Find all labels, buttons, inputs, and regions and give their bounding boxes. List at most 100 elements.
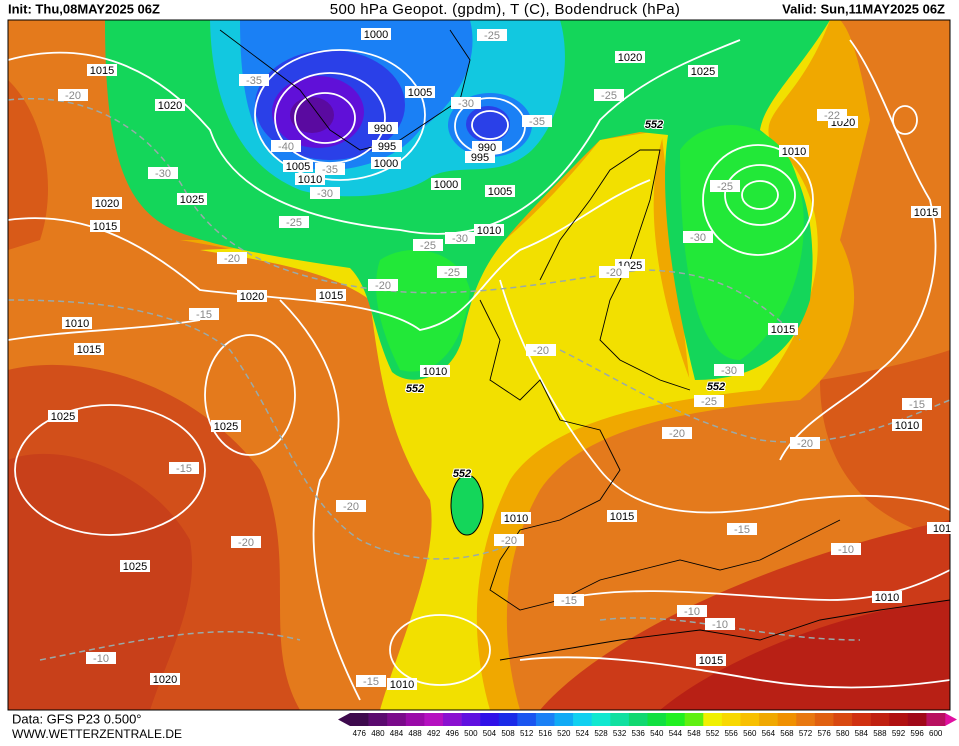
colorbar-swatch (424, 713, 444, 726)
pressure-label-box (150, 673, 180, 685)
temperature-label: -25 (444, 267, 460, 279)
pressure-label-box (211, 420, 241, 432)
temperature-label: -30 (155, 168, 171, 180)
pressure-label: 1010 (423, 366, 447, 378)
colorbar-swatch (461, 713, 481, 726)
pressure-label: 101 (933, 523, 951, 535)
temperature-label: -20 (65, 90, 81, 102)
colorbar-swatch (610, 713, 630, 726)
pressure-label-box (485, 185, 515, 197)
temperature-label-box (86, 652, 116, 664)
pressure-label-box (465, 151, 495, 163)
pressure-label-box (405, 86, 435, 98)
colorbar-tick-label: 576 (817, 729, 831, 738)
colorbar-swatch (907, 713, 927, 726)
colorbar-swatch (721, 713, 741, 726)
colorbar-tick-label: 488 (408, 729, 422, 738)
temperature-label-box (554, 594, 584, 606)
temperature-label: -10 (712, 619, 728, 631)
pressure-label-box (472, 141, 502, 153)
colorbar-swatch (368, 713, 388, 726)
temperature-label-box (336, 500, 366, 512)
colorbar-swatch (796, 713, 816, 726)
colorbar-swatch (777, 713, 797, 726)
colorbar-arrow-right (945, 713, 957, 726)
colorbar-tick-label: 504 (483, 729, 497, 738)
colorbar-tick-label: 500 (464, 729, 478, 738)
geopotential-label: 552 (645, 119, 663, 131)
colorbar-swatch (498, 713, 518, 726)
map-frame (7, 19, 951, 711)
pressure-label-box (62, 317, 92, 329)
colorbar-swatch (480, 713, 500, 726)
pressure-label-box (779, 145, 809, 157)
temperature-label: -30 (317, 188, 333, 200)
colorbar-tick-label: 528 (594, 729, 608, 738)
temperature-label: -25 (420, 240, 436, 252)
pressure-label: 1015 (914, 207, 938, 219)
pressure-label: 1020 (240, 291, 264, 303)
geopotential-label: 552 (453, 468, 471, 480)
pressure-label: 1000 (434, 179, 458, 191)
colorbar-tick-label: 560 (743, 729, 757, 738)
temperature-label-box (445, 232, 475, 244)
temperature-label: -25 (717, 181, 733, 193)
temperature-label: -20 (669, 428, 685, 440)
pressure-label: 1015 (699, 655, 723, 667)
pressure-label: 1025 (214, 421, 238, 433)
colorbar-tick-label: 480 (371, 729, 385, 738)
pressure-label: 1020 (95, 198, 119, 210)
temperature-label-box (148, 167, 178, 179)
temperature-label-box (727, 523, 757, 535)
pressure-label-box (927, 522, 957, 534)
colorbar-tick-label: 552 (706, 729, 720, 738)
colorbar-swatch (889, 713, 909, 726)
temperature-label: -25 (601, 90, 617, 102)
pressure-label-box (177, 193, 207, 205)
pressure-label: 1010 (298, 174, 322, 186)
pressure-label-box (420, 365, 450, 377)
pressure-label: 1015 (77, 344, 101, 356)
colorbar-tick-label: 524 (576, 729, 590, 738)
temperature-label-box (599, 266, 629, 278)
temperature-label: -30 (690, 232, 706, 244)
pressure-label-box (295, 173, 325, 185)
temperature-label-box (231, 536, 261, 548)
temperature-label: -20 (375, 280, 391, 292)
colorbar-swatch (405, 713, 425, 726)
geopotential-label: 552 (406, 383, 424, 395)
temperature-label: -15 (909, 399, 925, 411)
pressure-label-box (872, 591, 902, 603)
map-title: 500 hPa Geopot. (gpdm), T (C), Bodendruc… (330, 1, 680, 18)
temperature-label-box (437, 266, 467, 278)
pressure-label: 1005 (488, 186, 512, 198)
temperature-label-box (817, 109, 847, 121)
pressure-label: 1015 (319, 290, 343, 302)
pressure-label: 1025 (51, 411, 75, 423)
pressure-label-box (892, 419, 922, 431)
colorbar-tick-label: 584 (855, 729, 869, 738)
colorbar-swatch (759, 713, 778, 726)
init-time: Init: Thu,08MAY2025 06Z (8, 1, 160, 16)
pressure-label-box (316, 289, 346, 301)
colorbar-swatch (573, 713, 593, 726)
temperature-label-box (451, 97, 481, 109)
pressure-label: 1020 (158, 100, 182, 112)
colorbar-tick-label: 596 (910, 729, 924, 738)
temperature-label: -30 (452, 233, 468, 245)
colorbar-swatch (628, 713, 648, 726)
colorbar-tick-label: 520 (557, 729, 571, 738)
pressure-label-box (283, 160, 313, 172)
pressure-label-box (387, 678, 417, 690)
pressure-label-box (90, 220, 120, 232)
colorbar-tick-label: 492 (427, 729, 441, 738)
colorbar-arrow-left (338, 713, 350, 726)
temperature-label: -20 (343, 501, 359, 513)
colorbar-swatch (666, 713, 685, 726)
temperature-label-box (790, 437, 820, 449)
temperature-label-box (58, 89, 88, 101)
colorbar-tick-label: 548 (687, 729, 701, 738)
temperature-label-box (522, 115, 552, 127)
pressure-label-box (155, 99, 185, 111)
pressure-label: 1025 (123, 561, 147, 573)
